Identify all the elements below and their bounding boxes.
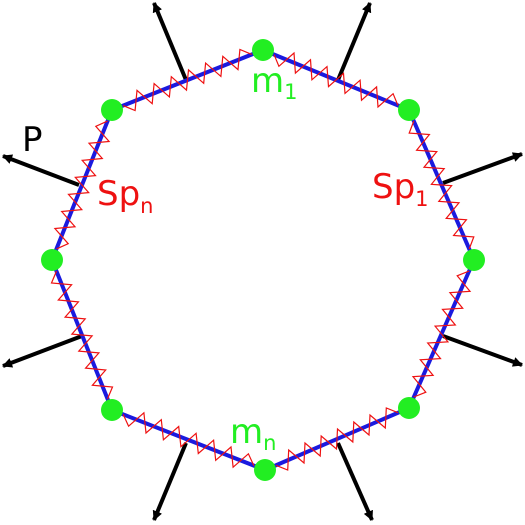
- mass-1: [252, 39, 274, 61]
- spring-3: [411, 270, 472, 398]
- force-arrow-8: [2, 154, 80, 187]
- spring-5: [122, 411, 255, 469]
- mass-label-m1: m1: [251, 61, 298, 104]
- force-arrow-4: [442, 334, 523, 367]
- mass-label-mn: mn: [230, 412, 276, 455]
- spring-4: [275, 407, 399, 471]
- spring-label-sp1: Sp1: [372, 167, 429, 211]
- force-arrow-5: [336, 442, 374, 521]
- spring-1: [273, 51, 399, 109]
- mass-8: [101, 99, 123, 121]
- mass-4: [398, 397, 420, 419]
- spring-8: [122, 48, 253, 112]
- springs: [50, 48, 475, 471]
- pressure-label: P: [22, 120, 43, 160]
- force-arrow-6: [152, 442, 188, 521]
- force-arrow-7: [2, 334, 83, 368]
- force-arrow-2: [336, 2, 372, 81]
- spring-6: [50, 270, 114, 400]
- force-arrow-1: [152, 2, 188, 81]
- mass-2: [398, 99, 420, 121]
- mass-7: [41, 249, 63, 271]
- mass-5: [254, 459, 276, 481]
- mass-6: [101, 399, 123, 421]
- mass-3: [463, 249, 485, 271]
- force-arrow-3: [442, 152, 523, 185]
- spring-label-spn: Spn: [97, 174, 153, 218]
- masses: [41, 39, 485, 481]
- spring-7: [53, 120, 111, 250]
- spring-2: [408, 120, 475, 250]
